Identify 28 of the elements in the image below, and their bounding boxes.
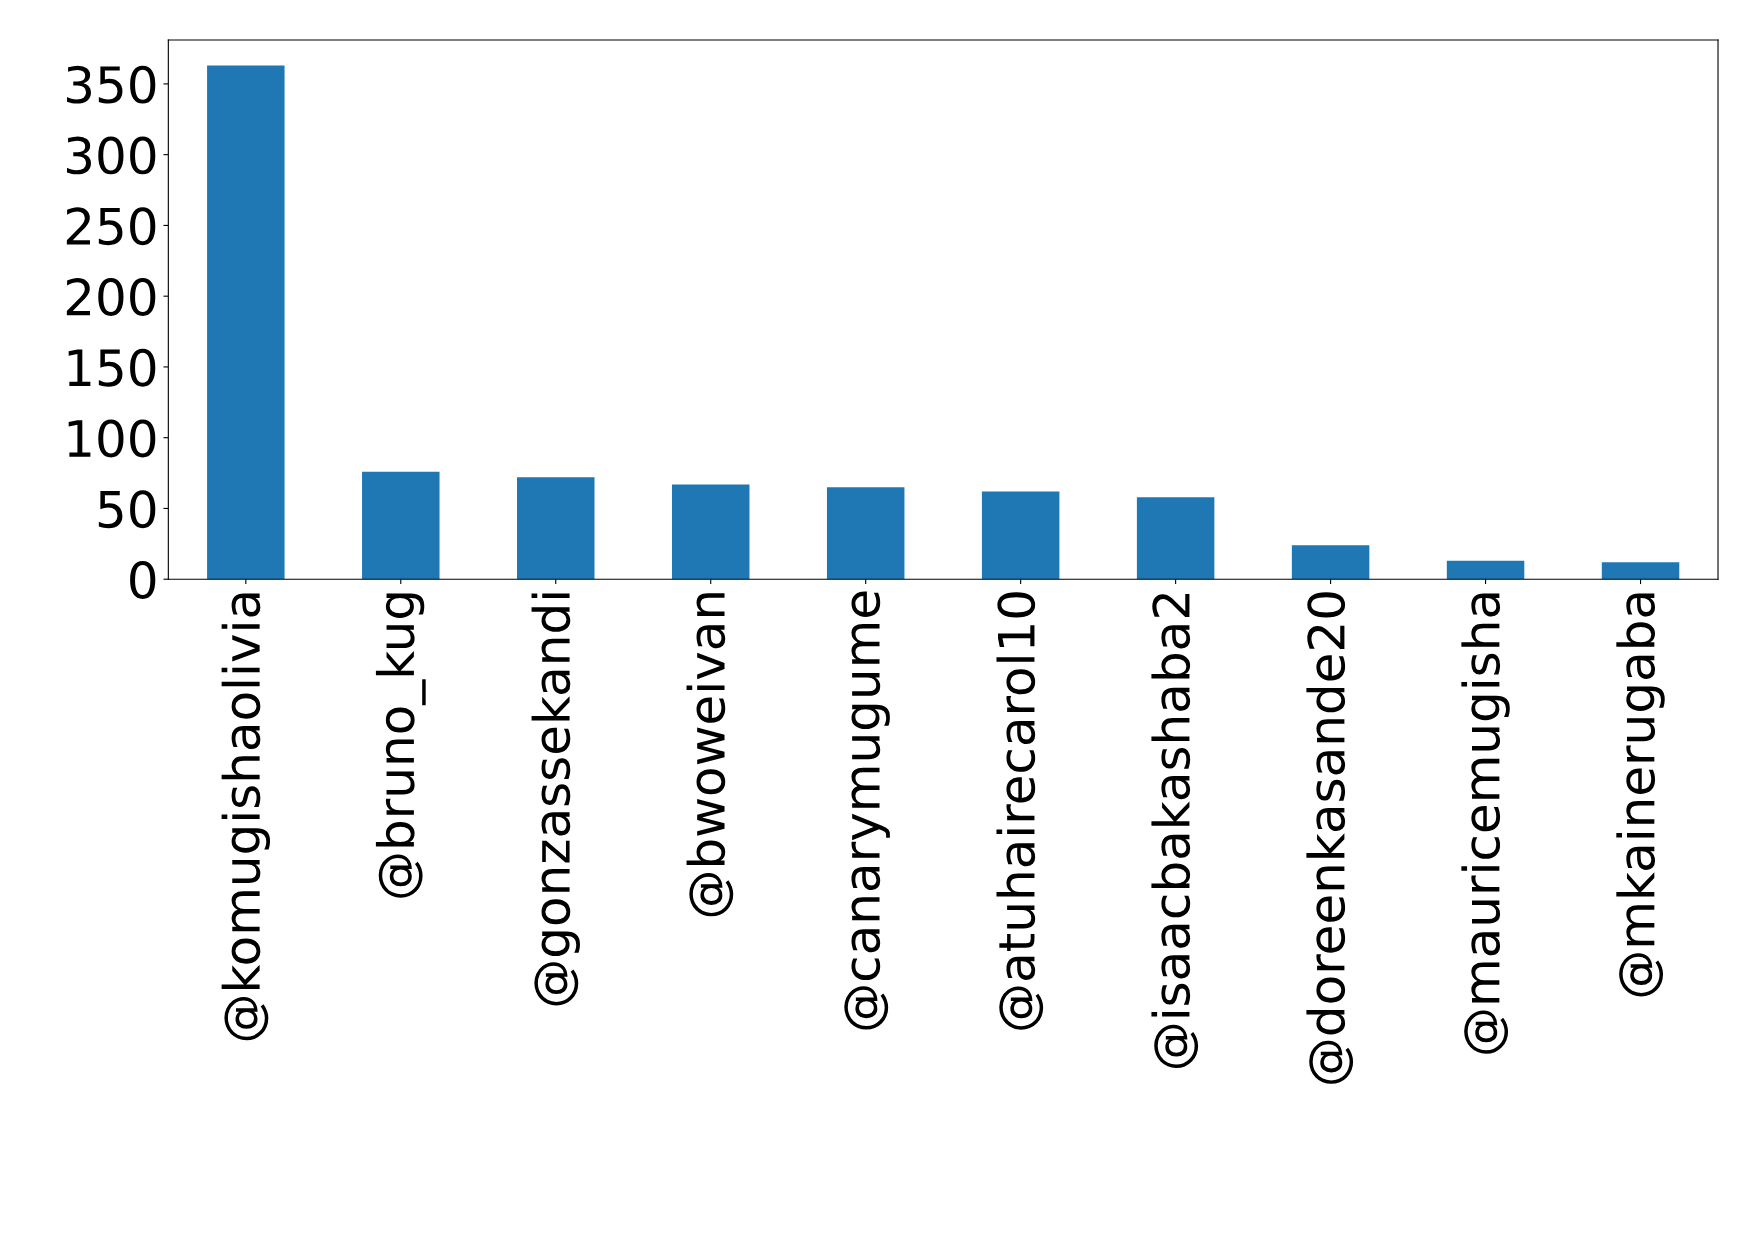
x-tick-label: @mauricemugisha — [1461, 593, 1510, 1054]
x-tick-label: @isaacbakashaba2 — [1151, 593, 1199, 1069]
bar — [826, 487, 905, 580]
x-tick-label: @komugishaolivia — [221, 593, 271, 1041]
y-tick-label: 350 — [66, 65, 156, 104]
bar — [671, 484, 750, 580]
bar — [517, 477, 595, 580]
x-tick-label: @doreenkasande20 — [1306, 592, 1354, 1084]
bar — [981, 491, 1060, 580]
y-tick-label: 200 — [66, 278, 156, 316]
bar — [362, 471, 440, 580]
y-tick-label: 100 — [68, 419, 156, 458]
y-tick-label: 50 — [98, 490, 156, 529]
y-tick-label: 300 — [66, 136, 156, 175]
bar — [207, 65, 285, 580]
bar — [1136, 497, 1215, 580]
x-tick-label: @canarymugume — [844, 591, 890, 1030]
x-tick-label: @mkainerugaba — [1616, 593, 1665, 997]
x-tick-label: @bruno_kug — [375, 593, 426, 898]
x-tick-label: @bwoweivan — [686, 593, 734, 917]
x-tick-label: @gonzassekandi — [531, 593, 580, 1006]
y-tick-label: 150 — [68, 348, 156, 387]
bar — [1601, 562, 1680, 580]
x-tick-label: @atuhairecarol10 — [996, 592, 1044, 1030]
y-tick-label: 0 — [130, 561, 156, 599]
bar — [1446, 560, 1525, 580]
y-tick-label: 250 — [66, 207, 156, 246]
bar — [1291, 545, 1370, 580]
